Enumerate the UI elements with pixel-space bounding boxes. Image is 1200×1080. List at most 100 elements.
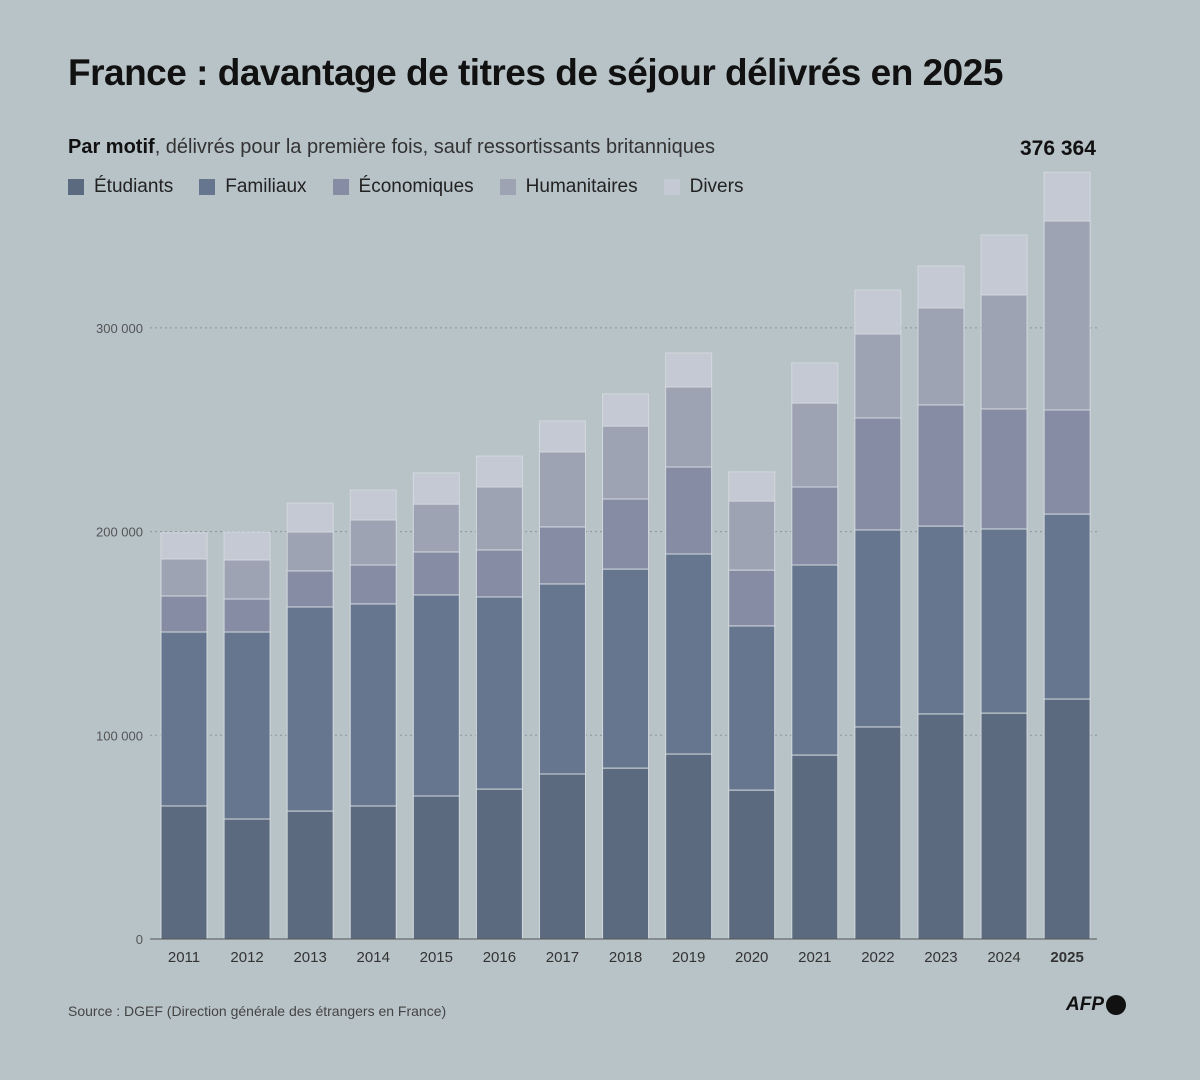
bar-segment bbox=[980, 408, 1028, 530]
y-tick-label: 100 000 bbox=[96, 728, 143, 743]
subtitle-bold: Par motif bbox=[68, 136, 155, 158]
bar-segment bbox=[160, 805, 208, 940]
bar-segment bbox=[160, 558, 208, 597]
bar-segment bbox=[286, 606, 334, 812]
bar-segment bbox=[728, 625, 776, 791]
bar-segment bbox=[475, 596, 523, 790]
legend-item: Économiques bbox=[332, 176, 474, 198]
bar-segment bbox=[665, 753, 713, 940]
x-tick-label: 2017 bbox=[546, 949, 579, 966]
bar-segment bbox=[602, 767, 650, 940]
legend-swatch bbox=[68, 179, 84, 195]
bar-segment bbox=[223, 559, 271, 600]
bar-segment bbox=[349, 489, 397, 521]
bar-segment bbox=[475, 455, 523, 488]
bar-segment bbox=[917, 404, 965, 527]
bar-segment bbox=[475, 549, 523, 598]
bar-segment bbox=[980, 294, 1028, 410]
legend-swatch bbox=[332, 179, 349, 195]
logo-dot bbox=[1106, 995, 1126, 1015]
x-tick-label: 2014 bbox=[357, 949, 390, 966]
bar-segment bbox=[791, 362, 839, 404]
bar-segment bbox=[412, 472, 460, 505]
x-tick-label: 2023 bbox=[924, 949, 957, 966]
y-tick-label: 300 000 bbox=[96, 321, 143, 336]
chart-title: France : davantage de titres de séjour d… bbox=[68, 52, 1003, 93]
bar-segment bbox=[286, 570, 334, 608]
bar-segment bbox=[854, 529, 902, 728]
bar-segment bbox=[665, 386, 713, 468]
bar-segment bbox=[602, 425, 650, 500]
bar-segment bbox=[223, 598, 271, 633]
bar-segment bbox=[412, 551, 460, 596]
bar-segment bbox=[349, 564, 397, 605]
bar-segment bbox=[665, 466, 713, 555]
bar-segment bbox=[791, 754, 839, 940]
bar-segment bbox=[602, 568, 650, 769]
bar-segment bbox=[349, 603, 397, 807]
legend-item: Étudiants bbox=[68, 176, 173, 198]
bar-segment bbox=[980, 528, 1028, 714]
bar-segment bbox=[917, 525, 965, 715]
bar-segment bbox=[602, 393, 650, 427]
bar-segment bbox=[728, 569, 776, 627]
bar-segment bbox=[1043, 513, 1091, 700]
bar-segment bbox=[475, 486, 523, 551]
bar-segment bbox=[917, 265, 965, 309]
logo-text: AFP bbox=[1066, 994, 1104, 1015]
legend-label: Étudiants bbox=[94, 176, 174, 197]
bar-segment bbox=[538, 526, 586, 585]
bar-segment bbox=[1043, 698, 1091, 940]
x-tick-label: 2021 bbox=[798, 949, 831, 966]
chart-subtitle: Par motif, délivrés pour la première foi… bbox=[68, 136, 715, 159]
bar-segment bbox=[160, 532, 208, 560]
bar-segment bbox=[917, 713, 965, 940]
bar-segment bbox=[1043, 409, 1091, 515]
legend-swatch bbox=[199, 179, 216, 195]
x-tick-label: 2018 bbox=[609, 949, 642, 966]
bar-segment bbox=[665, 352, 713, 388]
bar-segment bbox=[475, 788, 523, 940]
afp-logo: AFP bbox=[1066, 994, 1126, 1016]
bar-segment bbox=[412, 594, 460, 797]
legend-swatch bbox=[663, 179, 680, 195]
x-tick-label: 2015 bbox=[420, 949, 453, 966]
bar-segment bbox=[728, 500, 776, 571]
bar-segment bbox=[854, 333, 902, 419]
legend-label: Divers bbox=[689, 176, 744, 197]
bar-segment bbox=[854, 289, 902, 335]
bar-segment bbox=[349, 805, 397, 940]
bar-segment bbox=[538, 773, 586, 940]
y-tick-label: 0 bbox=[136, 932, 143, 947]
bar-segment bbox=[223, 631, 271, 820]
y-tick-label: 200 000 bbox=[96, 525, 143, 540]
legend-item: Familiaux bbox=[199, 176, 307, 198]
bar-segment bbox=[791, 402, 839, 488]
bar-segment bbox=[1043, 171, 1091, 222]
bar-segment bbox=[286, 810, 334, 940]
bar-segment bbox=[854, 417, 902, 531]
bar-segment bbox=[854, 726, 902, 940]
bar-segment bbox=[602, 498, 650, 570]
legend: Étudiants Familiaux Économiques Humanitaire… bbox=[68, 176, 743, 198]
x-tick-label: 2013 bbox=[293, 949, 326, 966]
bar-segment bbox=[1043, 220, 1091, 411]
bar-segment bbox=[160, 595, 208, 633]
bar-segment bbox=[538, 583, 586, 775]
bar-segment bbox=[728, 789, 776, 940]
x-tick-label: 2025 bbox=[1050, 949, 1083, 966]
bar-segment bbox=[917, 307, 965, 406]
x-tick-label: 2012 bbox=[230, 949, 263, 966]
legend-item: Divers bbox=[663, 176, 744, 198]
source-note: Source : DGEF (Direction générale des ét… bbox=[68, 1003, 447, 1019]
legend-swatch bbox=[499, 179, 516, 195]
x-tick-label: 2019 bbox=[672, 949, 705, 966]
legend-item: Humanitaires bbox=[499, 176, 638, 198]
legend-label: Familiaux bbox=[225, 176, 307, 197]
bar-segment bbox=[791, 486, 839, 566]
x-tick-label: 2016 bbox=[483, 949, 516, 966]
bar-segment bbox=[728, 471, 776, 502]
bar-segment bbox=[665, 553, 713, 755]
subtitle-rest: , délivrés pour la première fois, sauf r… bbox=[154, 136, 715, 158]
